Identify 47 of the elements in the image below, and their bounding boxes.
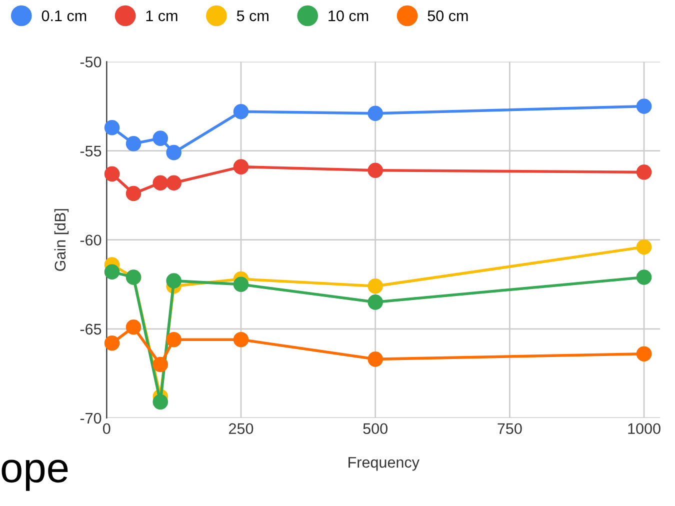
y-tick-label: -55 [80,146,102,156]
point [636,270,652,285]
point [166,175,182,190]
legend-label: 50 cm [428,10,468,22]
point [368,294,383,310]
legend-label: 0.1 cm [42,10,86,22]
point [104,120,120,136]
y-axis-title: Gain [dB] [54,209,69,271]
y-tick-label: -70 [80,412,102,424]
x-axis-title: Frequency [348,457,420,471]
point [636,346,652,362]
point [126,136,142,152]
legend-label: 1 cm [146,10,178,22]
x-tick-label: 500 [363,423,388,434]
point [368,106,383,122]
point [233,159,249,174]
point [166,332,182,348]
point [368,352,383,367]
point [233,276,249,292]
point [104,336,120,351]
x-tick-label: 750 [498,423,522,434]
point [152,356,168,372]
point [233,104,249,120]
point [152,175,168,190]
point [233,332,249,348]
point [368,278,383,294]
point [104,166,120,182]
y-tick-label: -65 [80,324,102,335]
text: ope [2,460,68,491]
legend-label: 10 cm [328,10,368,22]
point [166,273,182,288]
point [636,239,652,255]
point [152,394,168,410]
x-tick-label: 1000 [628,423,660,434]
point [104,264,120,280]
y-tick-label: -50 [80,56,102,68]
legend-label: 5 cm [236,10,268,22]
x-tick-label: 250 [229,423,254,434]
point [166,144,182,160]
y-tick-label: -60 [80,234,102,246]
point [368,162,383,178]
point [126,319,142,335]
point [152,130,168,146]
x-tick-label: 0 [103,423,110,434]
point [636,98,652,114]
point [636,164,652,180]
point [126,186,142,202]
